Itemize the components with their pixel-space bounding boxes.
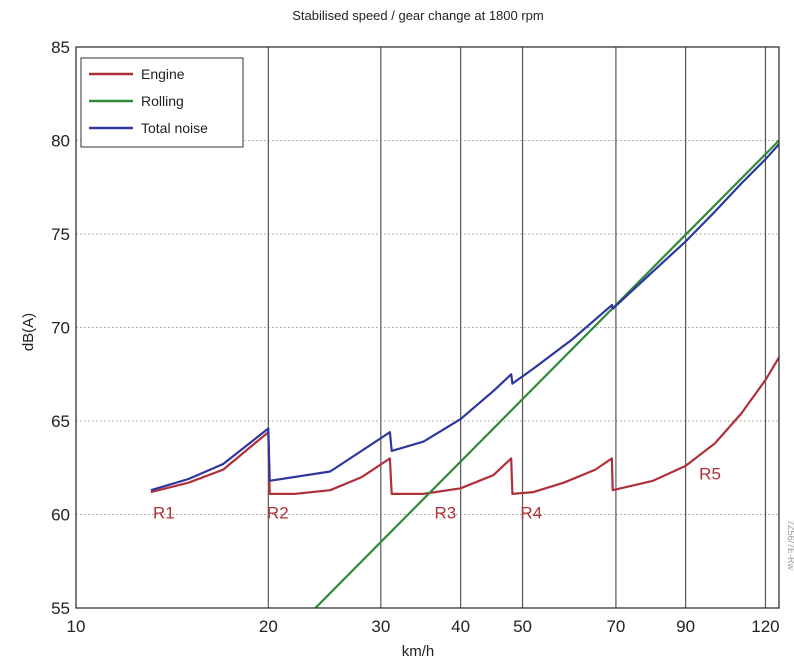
legend: Engine Rolling Total noise bbox=[80, 57, 244, 148]
series-line-total-noise bbox=[150, 143, 779, 492]
x-tick-label: 50 bbox=[513, 617, 532, 636]
y-tick-label: 60 bbox=[51, 506, 70, 525]
chart-title: Stabilised speed / gear change at 1800 r… bbox=[292, 8, 544, 23]
plot-frame bbox=[75, 46, 780, 609]
y-tick-label: 55 bbox=[51, 599, 70, 618]
y-axis-label: dB(A) bbox=[20, 313, 37, 351]
series-line-rolling bbox=[314, 139, 779, 608]
x-tick-label: 10 bbox=[67, 617, 86, 636]
legend-entry: Engine bbox=[141, 66, 185, 82]
x-tick-label: 120 bbox=[751, 617, 779, 636]
series-group bbox=[150, 139, 779, 608]
annotations: R1 R2 R3 R4 R5 bbox=[153, 464, 721, 522]
annotation-r5: R5 bbox=[699, 464, 721, 483]
y-tick-label: 80 bbox=[51, 132, 70, 151]
tick-labels: 10 20 30 40 50 70 90 120 55 60 65 70 75 80 85 bbox=[51, 38, 780, 636]
side-text: 7Z56/7E-Rw bbox=[786, 520, 794, 571]
annotation-r2: R2 bbox=[267, 504, 289, 523]
legend-entry: Total noise bbox=[141, 120, 208, 136]
y-tick-label: 85 bbox=[51, 38, 70, 57]
annotation-r3: R3 bbox=[434, 504, 456, 523]
y-tick-label: 65 bbox=[51, 412, 70, 431]
x-tick-label: 20 bbox=[259, 617, 278, 636]
y-tick-label: 70 bbox=[51, 319, 70, 338]
grid bbox=[76, 47, 779, 608]
annotation-r1: R1 bbox=[153, 504, 175, 523]
x-tick-label: 90 bbox=[676, 617, 695, 636]
x-tick-label: 30 bbox=[371, 617, 390, 636]
x-tick-label: 40 bbox=[451, 617, 470, 636]
legend-entry: Rolling bbox=[141, 93, 184, 109]
y-tick-label: 75 bbox=[51, 225, 70, 244]
annotation-r4: R4 bbox=[520, 504, 542, 523]
series-line-engine bbox=[150, 356, 779, 495]
x-axis-label: km/h bbox=[402, 643, 435, 660]
x-tick-label: 70 bbox=[606, 617, 625, 636]
legend-box bbox=[80, 57, 244, 148]
